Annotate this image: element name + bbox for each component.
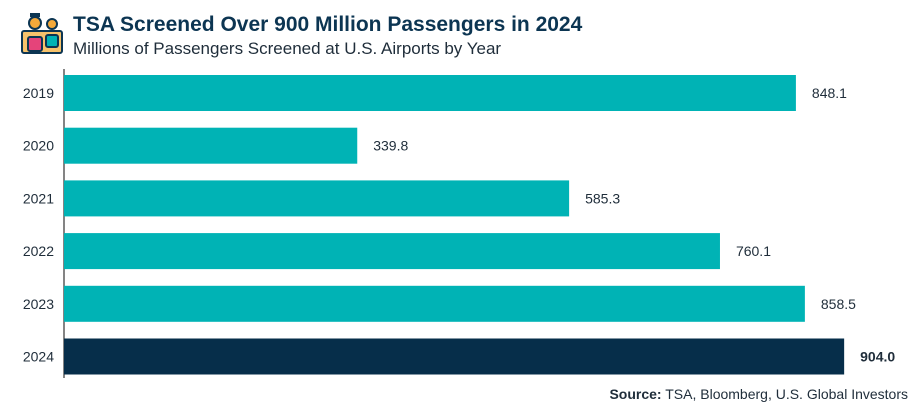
y-tick-label-2021: 2021 [23, 190, 54, 206]
y-tick-label-2023: 2023 [23, 296, 54, 312]
data-label-2021: 585.3 [585, 190, 620, 206]
chart-header: TSA Screened Over 900 Million Passengers… [0, 0, 923, 62]
bar-2020 [64, 127, 358, 164]
data-label-2024: 904.0 [860, 349, 895, 365]
data-label-2020: 339.8 [373, 138, 408, 154]
source-note: Source: TSA, Bloomberg, U.S. Global Inve… [609, 386, 908, 402]
data-label-2022: 760.1 [736, 243, 771, 259]
chart-title: TSA Screened Over 900 Million Passengers… [73, 13, 583, 36]
source-label: Source: [609, 386, 662, 402]
data-label-2023: 858.5 [821, 296, 856, 312]
y-tick-label-2019: 2019 [23, 85, 54, 101]
bar-2023 [64, 285, 805, 322]
bar-2019 [64, 75, 796, 111]
y-tick-label-2024: 2024 [23, 349, 54, 365]
chart-subtitle: Millions of Passengers Screened at U.S. … [73, 39, 502, 58]
y-tick-label-2020: 2020 [23, 138, 54, 154]
source-text: TSA, Bloomberg, U.S. Global Investors [665, 386, 908, 402]
bar-2024 [64, 338, 845, 375]
airport-security-icon [21, 13, 63, 54]
bar-2021 [64, 180, 570, 217]
y-tick-label-2022: 2022 [23, 243, 54, 259]
bar-2022 [64, 233, 720, 270]
data-label-2019: 848.1 [812, 85, 847, 101]
